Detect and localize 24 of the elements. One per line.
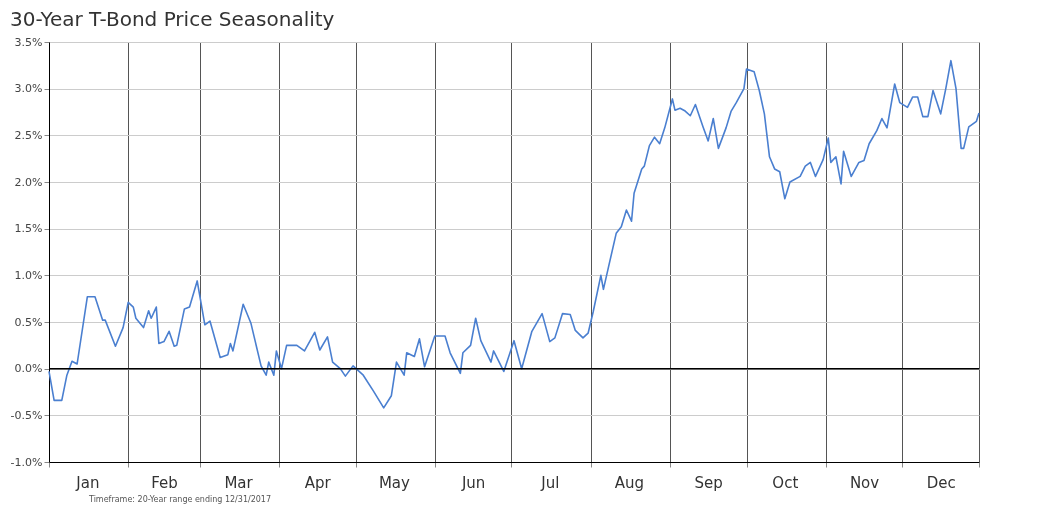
y-tick-label: 2.5%	[14, 128, 43, 142]
x-tick-label: Mar	[224, 473, 254, 492]
x-tick-label: Nov	[849, 473, 880, 492]
y-tick-label: 3.5%	[14, 35, 43, 49]
x-tick-label: May	[378, 473, 411, 492]
y-tick-label: 1.5%	[14, 222, 43, 236]
y-tick-label: -0.5%	[10, 408, 43, 422]
x-tick-label: Aug	[614, 473, 645, 492]
x-tick-label: Jun	[460, 473, 486, 492]
x-tick-label: Oct	[772, 473, 799, 492]
y-tick-label: -1.0%	[10, 455, 43, 469]
x-tick-label: Dec	[926, 473, 956, 492]
y-tick-label: 2.0%	[14, 175, 43, 189]
y-tick-label: 3.0%	[14, 82, 43, 96]
y-tick-label: 1.0%	[14, 268, 43, 282]
x-tick-label: Feb	[151, 473, 178, 492]
x-tick-label: Apr	[304, 473, 332, 492]
y-tick-label: 0.5%	[14, 315, 43, 329]
text: Timeframe: 20-Year range ending 12/31/2017	[88, 495, 272, 504]
chart-title: 30-Year T-Bond Price Seasonality	[10, 7, 335, 31]
x-tick-label: Jan	[75, 473, 100, 492]
y-tick-label: 0.0%	[14, 362, 43, 376]
x-tick-label: Sep	[694, 473, 723, 492]
x-tick-label: Jul	[540, 473, 560, 492]
